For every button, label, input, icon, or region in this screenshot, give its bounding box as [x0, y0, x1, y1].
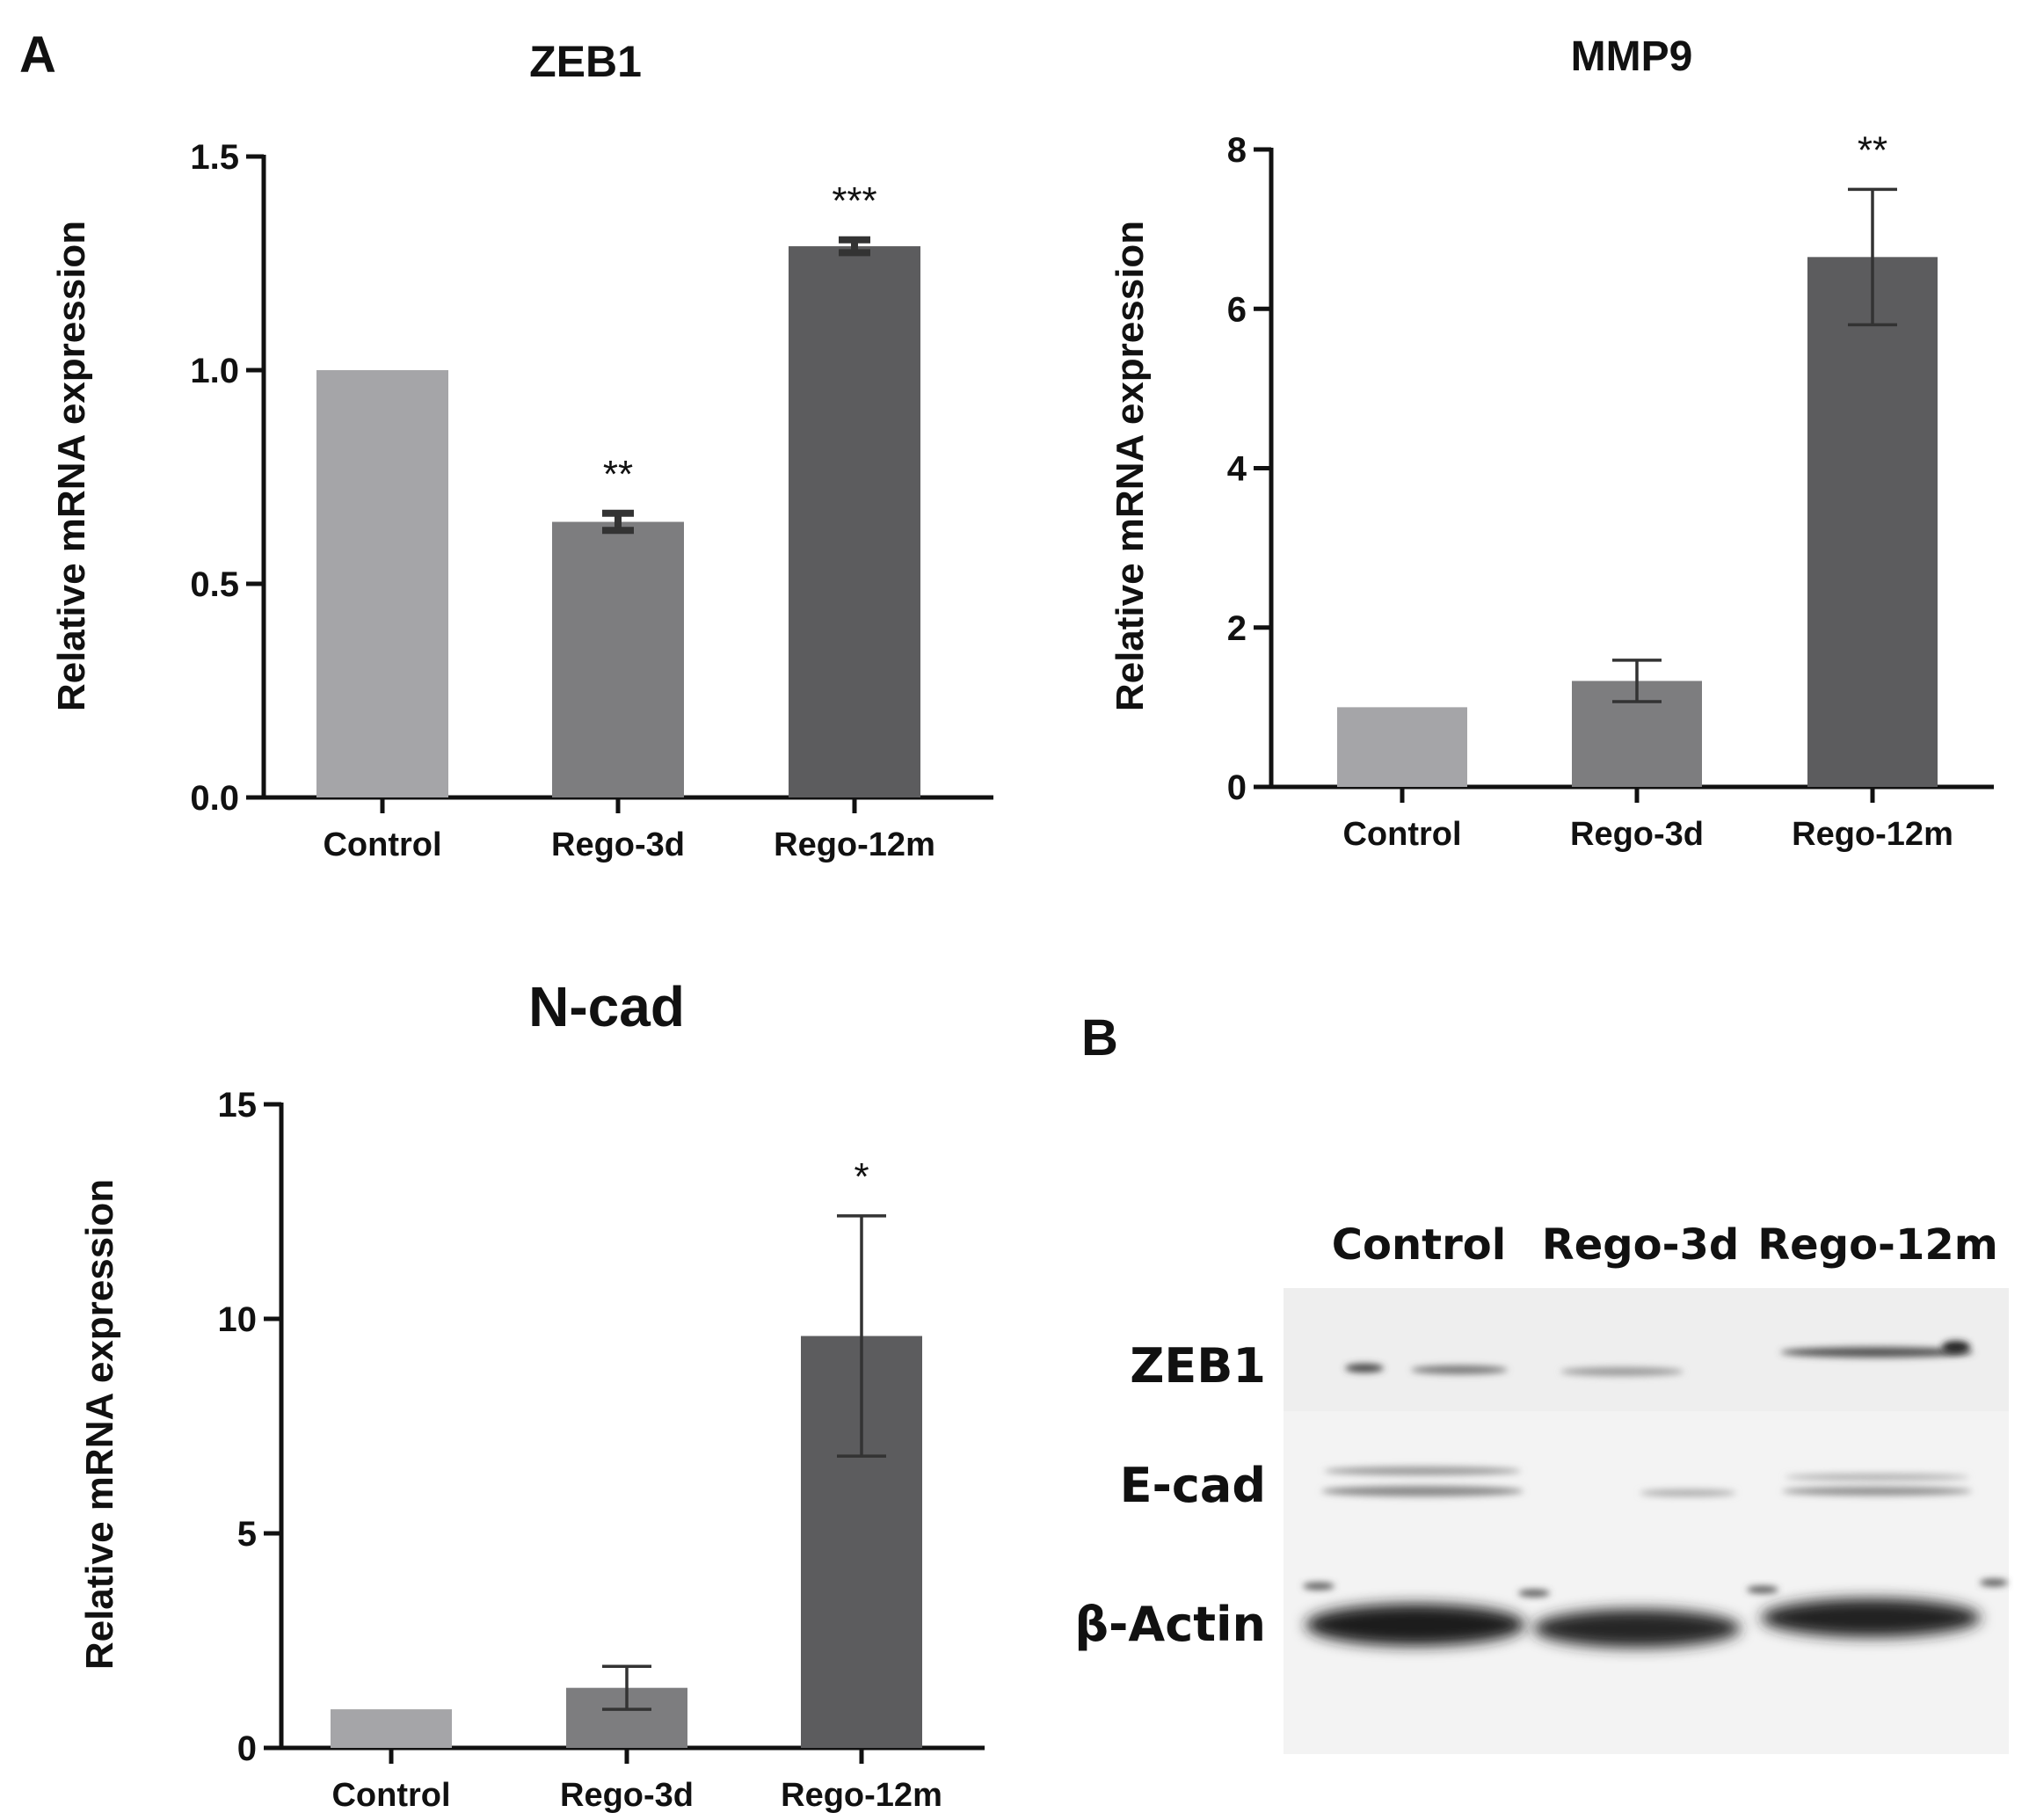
blot-band — [1942, 1341, 1970, 1353]
zeb1-y-axis-label: Relative mRNA expression — [50, 221, 93, 711]
zeb1-y-tick-label: 1.5 — [190, 138, 239, 177]
zeb1-significance-label: *** — [832, 179, 876, 222]
blot-band — [1305, 1604, 1525, 1646]
blot-band — [1303, 1583, 1334, 1590]
zeb1-significance-label: ** — [603, 453, 633, 496]
mmp9-chart-title: MMP9 — [1571, 33, 1693, 80]
mmp9-y-tick-label: 2 — [1227, 609, 1247, 648]
blot-band — [1785, 1474, 1969, 1481]
panel-label-a: A — [19, 26, 56, 84]
blot-column-rego-12m: Rego-12m — [1757, 1220, 1998, 1270]
zeb1-bar-control — [316, 370, 448, 797]
blot-column-control: Control — [1332, 1220, 1506, 1270]
blot-band — [1782, 1487, 1972, 1496]
ncad-x-tick-label: Rego-12m — [781, 1777, 942, 1814]
ncad-bar-control — [331, 1709, 452, 1748]
mmp9-x-tick-label: Control — [1342, 816, 1461, 853]
mmp9-y-tick-label: 4 — [1227, 450, 1247, 489]
zeb1-x-tick-label: Rego-12m — [774, 826, 935, 863]
blot-band — [1747, 1586, 1778, 1593]
blot-band — [1640, 1489, 1736, 1496]
panel-label-b: B — [1081, 1009, 1118, 1067]
blot-column-rego-3d: Rego-3d — [1542, 1220, 1740, 1270]
ncad-chart: N-cad Relative mRNA expression 0 5 10 15 Con… — [78, 975, 985, 1814]
zeb1-y-tick-label: 0.0 — [190, 779, 239, 818]
zeb1-y-tick-label: 0.5 — [190, 565, 239, 604]
mmp9-y-tick-label: 6 — [1227, 290, 1247, 329]
zeb1-bar-rego-3d — [552, 521, 684, 797]
mmp9-y-tick-label: 0 — [1227, 768, 1247, 807]
mmp9-bar-control — [1337, 707, 1467, 787]
blot-band — [1761, 1598, 1981, 1637]
mmp9-bar-rego-12m — [1807, 257, 1938, 787]
zeb1-x-tick-label: Control — [323, 826, 441, 863]
ncad-y-axis-label: Relative mRNA expression — [78, 1179, 121, 1670]
mmp9-y-tick-label: 8 — [1227, 131, 1247, 170]
ncad-x-tick-label: Control — [331, 1777, 450, 1814]
blot-ecad-bands — [1321, 1467, 1972, 1496]
blot-band — [1780, 1347, 1974, 1358]
blot-actin-bands — [1303, 1579, 2008, 1648]
zeb1-chart: ZEB1 Relative mRNA expression 0.0 0.5 1.0 1… — [50, 37, 993, 863]
western-blot: Control Rego-3d Rego-12m ZEB1 E-cad β-Ac… — [1074, 1220, 2009, 1754]
ncad-chart-title: N-cad — [528, 975, 685, 1038]
ncad-x-tick-label: Rego-3d — [560, 1777, 694, 1814]
blot-zeb1-bands — [1345, 1341, 1974, 1376]
zeb1-y-tick-label: 1.0 — [190, 352, 239, 390]
mmp9-significance-label: ** — [1858, 128, 1887, 171]
zeb1-x-tick-label: Rego-3d — [551, 826, 685, 863]
blot-band — [1321, 1486, 1524, 1496]
blot-row-zeb1: ZEB1 — [1130, 1338, 1266, 1394]
blot-band — [1980, 1579, 2008, 1586]
blot-band — [1518, 1590, 1550, 1597]
ncad-significance-label: * — [854, 1155, 869, 1198]
mmp9-chart: MMP9 Relative mRNA expression 0 2 4 6 8 Contr… — [1109, 33, 1994, 853]
blot-row-e-cad: E-cad — [1120, 1458, 1266, 1513]
mmp9-x-tick-label: Rego-3d — [1570, 816, 1704, 853]
zeb1-chart-title: ZEB1 — [529, 37, 642, 86]
mmp9-x-tick-label: Rego-12m — [1792, 816, 1953, 853]
zeb1-bar-rego-12m — [789, 246, 920, 797]
blot-band — [1560, 1367, 1684, 1376]
blot-band — [1324, 1467, 1521, 1475]
blot-band — [1533, 1609, 1741, 1648]
blot-band — [1411, 1365, 1508, 1374]
ncad-y-tick-label: 5 — [237, 1515, 257, 1554]
blot-row-beta-actin: β-Actin — [1074, 1597, 1266, 1652]
blot-band — [1345, 1364, 1384, 1372]
mmp9-y-axis-label: Relative mRNA expression — [1109, 221, 1152, 711]
ncad-y-tick-label: 15 — [218, 1086, 258, 1125]
ncad-y-tick-label: 10 — [218, 1300, 258, 1339]
ncad-y-tick-label: 0 — [237, 1729, 257, 1768]
